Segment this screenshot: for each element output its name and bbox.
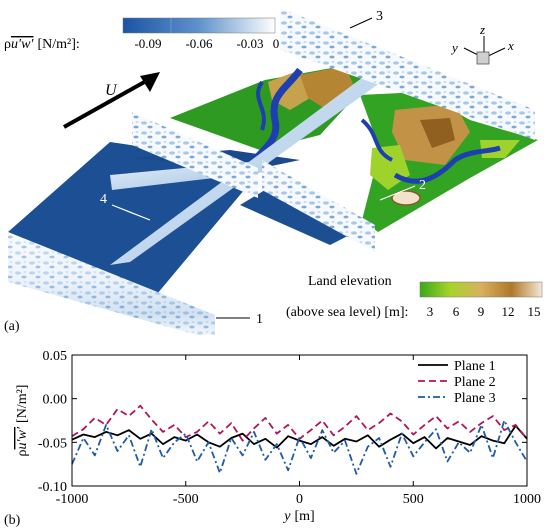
flow-label: U: [105, 82, 118, 99]
elevation-tick: 6: [453, 304, 460, 319]
plane-4-label: 4: [100, 192, 107, 207]
axis-y-label: y: [450, 40, 458, 55]
legend-label: Plane 3: [454, 391, 496, 406]
plane-left-wall: [132, 112, 258, 198]
y-axis-label: ρu′w′[N/m²]: [15, 385, 30, 457]
plane-1-label: 1: [256, 312, 263, 327]
elevation-tick: 3: [427, 304, 434, 319]
stress-tick: -0.09: [134, 36, 161, 51]
series-line-plane-3: [71, 419, 528, 475]
panel-a-label: (a): [4, 319, 20, 334]
panel-b-label: (b): [4, 513, 21, 528]
plot-frame: [71, 354, 528, 487]
legend-label: Plane 1: [454, 359, 496, 374]
elevation-title-line1: Land elevation: [308, 274, 392, 289]
stress-planes: [8, 8, 535, 335]
flow-arrow: [63, 72, 160, 129]
series-line-plane-1: [71, 424, 528, 450]
plane-2-label: 2: [419, 178, 426, 193]
stress-colorbar-title: ρu′w′ [N/m²]:: [4, 37, 80, 52]
axis-ticks: -1000 -500 0 500 1000 -0.10 -0.05 0.00 0.05: [38, 349, 541, 507]
x-tick-label: 1000: [513, 492, 541, 507]
elevation-tick: 9: [478, 304, 485, 319]
plane-3-label: 3: [376, 9, 383, 24]
x-tick-label: 0: [296, 492, 303, 507]
elevation-tick: 15: [528, 304, 541, 319]
x-tick-label: 500: [403, 492, 424, 507]
x-tick-label: -1000: [56, 492, 89, 507]
elevation-tick: 12: [502, 304, 515, 319]
x-tick-label: -500: [173, 492, 199, 507]
plane-3-wall: [280, 8, 535, 140]
axes-triad: z y x: [450, 22, 514, 65]
legend-label: Plane 2: [454, 375, 496, 390]
elevation-title-line2: (above sea level) [m]:: [286, 305, 408, 320]
stress-colorbar: ρu′w′ [N/m²]: -0.09 -0.06 -0.03 0: [4, 17, 280, 52]
panel-a-scene: 1 2 3 4 U ρu′w′ [N/m²]: -0.09 -0.06 -0.03…: [4, 8, 543, 335]
y-tick-label: 0.05: [43, 349, 68, 364]
y-tick-label: 0.00: [43, 393, 68, 408]
stress-tick: -0.03: [236, 36, 263, 51]
x-axis-label: y [m]: [282, 509, 314, 524]
series-layer: [71, 404, 528, 475]
axis-z-label: z: [479, 22, 485, 37]
stress-tick: -0.06: [185, 36, 213, 51]
elevation-colorbar: Land elevation (above sea level) [m]: 3 …: [286, 268, 543, 322]
series-line-plane-2: [71, 404, 528, 442]
stress-tick: 0: [273, 36, 280, 51]
plane-2-wall: [262, 160, 375, 252]
axis-x-label: x: [507, 38, 514, 53]
y-tick-label: -0.05: [38, 436, 67, 451]
panel-b-chart: -1000 -500 0 500 1000 -0.10 -0.05 0.00 0.05 Plan…: [4, 349, 541, 528]
y-tick-label: -0.10: [38, 480, 67, 495]
terrain: [170, 62, 538, 232]
